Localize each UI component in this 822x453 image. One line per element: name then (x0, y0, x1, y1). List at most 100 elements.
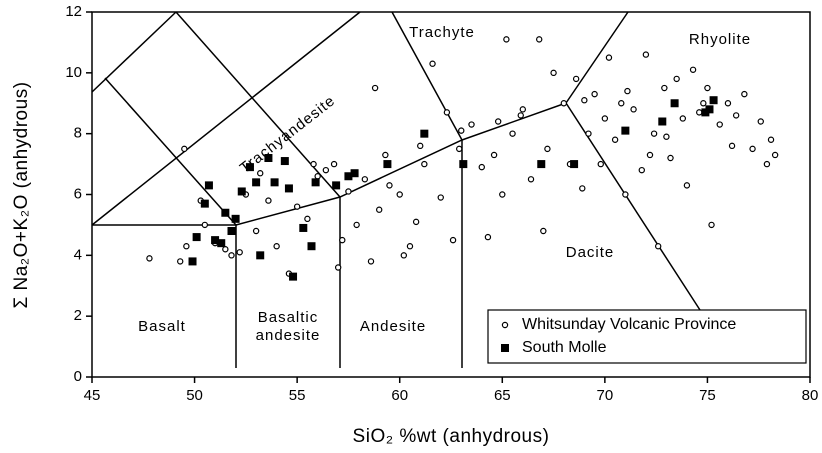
square-marker (227, 227, 236, 235)
boundary-line (91, 11, 361, 226)
circle-marker (572, 75, 580, 83)
x-tick-label: 50 (186, 387, 203, 404)
square-marker (299, 223, 308, 232)
circle-marker (597, 160, 604, 168)
square-marker (709, 96, 718, 105)
circle-marker (503, 36, 510, 43)
boundary-line (565, 102, 701, 311)
square-marker (344, 172, 353, 181)
square-marker (332, 181, 341, 190)
legend-label: South Molle (522, 339, 607, 356)
circle-marker (201, 221, 209, 229)
circle-marker (339, 236, 346, 244)
circle-marker (406, 243, 414, 250)
circle-marker (611, 136, 619, 143)
circle-marker (429, 60, 436, 67)
x-tick-label: 45 (84, 387, 101, 404)
legend-box (487, 309, 807, 364)
circle-marker (741, 90, 748, 98)
circle-marker (630, 106, 637, 113)
circle-marker (367, 258, 375, 265)
circle-marker (443, 109, 451, 116)
circle-marker (252, 227, 260, 235)
field-label: andesite (256, 327, 321, 344)
circle-marker (527, 176, 535, 183)
circle-marker (749, 145, 756, 153)
circle-marker (304, 215, 311, 223)
y-tick-label: 8 (74, 125, 82, 142)
y-tick-label: 6 (74, 185, 82, 202)
circle-marker (536, 36, 543, 43)
y-tick-label: 4 (74, 246, 82, 263)
circle-marker (732, 112, 740, 119)
square-marker (221, 208, 230, 217)
square-marker (200, 199, 209, 208)
circle-marker (265, 197, 272, 204)
circle-marker (696, 109, 703, 116)
circle-marker (646, 151, 654, 159)
square-marker (188, 257, 197, 266)
field-label: Trachyte (409, 24, 475, 41)
square-marker (537, 160, 546, 169)
circle-marker (673, 75, 680, 83)
x-tick-label: 70 (597, 387, 614, 404)
circle-marker (767, 136, 775, 143)
circle-marker (704, 84, 711, 92)
boundary-line (565, 11, 629, 104)
square-marker (231, 214, 240, 223)
square-marker (670, 99, 679, 108)
circle-marker (177, 258, 184, 265)
circle-marker (728, 142, 736, 150)
circle-marker (550, 69, 557, 77)
circle-marker (293, 203, 301, 210)
square-marker (270, 178, 279, 187)
circle-marker (437, 194, 444, 201)
circle-marker (499, 191, 506, 198)
x-tick-label: 75 (699, 387, 716, 404)
boundary-line (92, 102, 567, 226)
square-marker (501, 344, 509, 352)
circle-marker (601, 115, 609, 122)
circle-marker (683, 182, 691, 189)
square-marker (459, 160, 468, 169)
circle-marker (716, 121, 723, 128)
circle-marker (314, 173, 321, 180)
circle-marker (334, 264, 342, 271)
circle-marker (222, 246, 229, 253)
circle-marker (661, 84, 668, 92)
circle-marker (501, 321, 509, 329)
field-label: Andesite (360, 318, 426, 335)
circle-marker (605, 54, 613, 61)
circle-marker (310, 160, 317, 168)
field-label: Rhyolite (689, 31, 751, 48)
circle-marker (361, 176, 369, 183)
boundary-line (391, 11, 463, 141)
legend-label: Whitsunday Volcanic Province (522, 316, 736, 333)
circle-marker (689, 66, 697, 73)
circle-marker (376, 206, 383, 213)
square-marker (280, 157, 289, 166)
square-marker (252, 178, 261, 187)
square-marker (237, 187, 246, 196)
circle-marker (667, 154, 674, 162)
circle-marker (494, 118, 502, 125)
circle-marker (638, 166, 645, 174)
circle-marker (679, 115, 687, 122)
circle-marker (330, 160, 338, 168)
circle-marker (353, 221, 360, 229)
y-tick-label: 0 (74, 368, 82, 385)
square-marker (211, 236, 220, 245)
y-tick-label: 2 (74, 307, 82, 324)
square-marker (264, 154, 273, 162)
circle-marker (585, 130, 592, 137)
square-marker (701, 108, 710, 117)
circle-marker (322, 166, 330, 174)
square-marker (350, 169, 359, 178)
square-marker (245, 163, 254, 172)
circle-marker (228, 252, 235, 259)
circle-marker (236, 249, 243, 256)
square-marker (570, 160, 579, 169)
square-marker (311, 178, 320, 187)
circle-marker (396, 191, 403, 198)
